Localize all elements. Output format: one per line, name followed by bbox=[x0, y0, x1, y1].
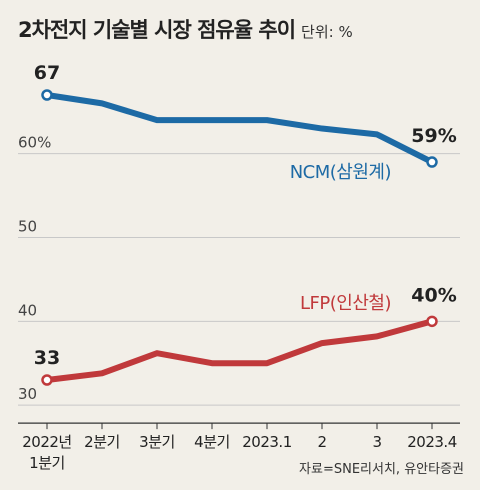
series-line-lfp bbox=[44, 318, 435, 383]
series-name-lfp: LFP(인산철) bbox=[300, 293, 391, 314]
source-note: 자료=SNE리서치, 유안타증권 bbox=[299, 462, 464, 477]
x-tick-label: 4분기 bbox=[194, 433, 230, 451]
chart-title-text: 2차전지 기술별 시장 점유율 추이 bbox=[18, 18, 296, 42]
series-endpoint-marker bbox=[41, 374, 53, 386]
series-endpoint-marker bbox=[426, 315, 438, 328]
unit-label: 단위: % bbox=[301, 23, 353, 41]
x-tick-label: 3 bbox=[372, 433, 381, 451]
gridlines bbox=[18, 153, 460, 424]
x-tick-label: 3분기 bbox=[139, 433, 175, 451]
data-label-end: 40% bbox=[411, 284, 456, 306]
x-tick-label-part: 4분기 bbox=[194, 433, 230, 451]
series-line-ncm bbox=[44, 92, 435, 166]
x-tick-label-part: 2 bbox=[317, 433, 326, 451]
x-tick-label-part: 2023.4 bbox=[407, 433, 457, 451]
data-label-start: 33 bbox=[34, 347, 60, 369]
x-tick-label: 2 bbox=[317, 433, 326, 451]
series-name-ncm: NCM(삼원계) bbox=[290, 162, 391, 183]
y-tick-label: 50 bbox=[18, 218, 37, 236]
y-tick-label: 40 bbox=[18, 301, 37, 319]
x-tick-label-part: 3분기 bbox=[139, 433, 175, 451]
y-tick-label: 60% bbox=[18, 134, 51, 152]
chart-title: 2차전지 기술별 시장 점유율 추이 단위: % bbox=[18, 14, 353, 44]
x-tick-label: 2분기 bbox=[84, 433, 120, 451]
x-tick-label-part: 1분기 bbox=[29, 454, 65, 472]
x-tick-label: 2023.4 bbox=[407, 433, 457, 451]
x-tick-label: 2022년 1분기 bbox=[22, 433, 71, 472]
x-tick-label-part: 2022년 bbox=[22, 433, 71, 451]
series-endpoint-marker bbox=[426, 156, 438, 168]
series-endpoint-marker bbox=[41, 89, 53, 101]
x-tick-label-part: 2분기 bbox=[84, 433, 120, 451]
x-tick-label-part: 3 bbox=[372, 433, 381, 451]
series-lines bbox=[41, 89, 438, 386]
data-labels: 67 59% 33 40% NCM(삼원계) LFP(인산철) bbox=[34, 62, 457, 369]
y-tick-labels: 60% 50 40 30 bbox=[18, 134, 51, 403]
x-tick-label: 2023.1 bbox=[242, 433, 292, 451]
data-label-end: 59% bbox=[411, 125, 456, 147]
y-tick-label: 30 bbox=[18, 385, 37, 403]
data-label-start: 67 bbox=[34, 62, 60, 84]
x-tick-labels: 2022년 1분기 2분기 3분기 4분기 2023.1 2 3 2023.4 bbox=[22, 423, 457, 472]
x-tick-label-part: 2023.1 bbox=[242, 433, 292, 451]
